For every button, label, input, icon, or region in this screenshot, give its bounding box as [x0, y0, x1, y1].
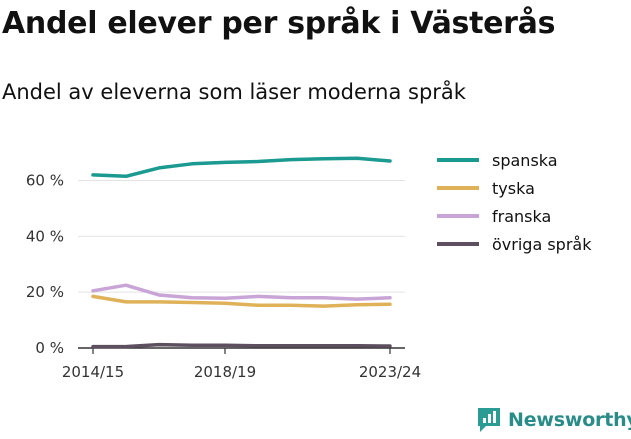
series-line-tyska: [91, 294, 392, 308]
x-tick-label: 2018/19: [194, 363, 256, 381]
y-tick-label: 20 %: [26, 283, 64, 301]
legend-label: övriga språk: [492, 235, 592, 254]
y-tick-label: 40 %: [26, 227, 64, 245]
newsworthy-logo-icon: [478, 408, 500, 432]
brand: Newsworthy: [476, 406, 631, 434]
legend-label: spanska: [492, 151, 558, 170]
x-tick-label: 2014/15: [62, 363, 124, 381]
y-tick-label: 0 %: [35, 339, 64, 357]
chart-title: Andel elever per språk i Västerås: [2, 6, 556, 41]
legend-label: tyska: [492, 179, 535, 198]
x-tick-label: 2023/24: [359, 363, 421, 381]
series-line-franska: [91, 283, 392, 301]
series-line-övriga-språk: [91, 342, 392, 349]
chart-subtitle: Andel av eleverna som läser moderna språ…: [2, 80, 466, 104]
legend-label: franska: [492, 207, 551, 226]
brand-name: Newsworthy: [508, 409, 631, 431]
series-line-spanska: [91, 156, 392, 179]
y-tick-label: 60 %: [26, 172, 64, 190]
